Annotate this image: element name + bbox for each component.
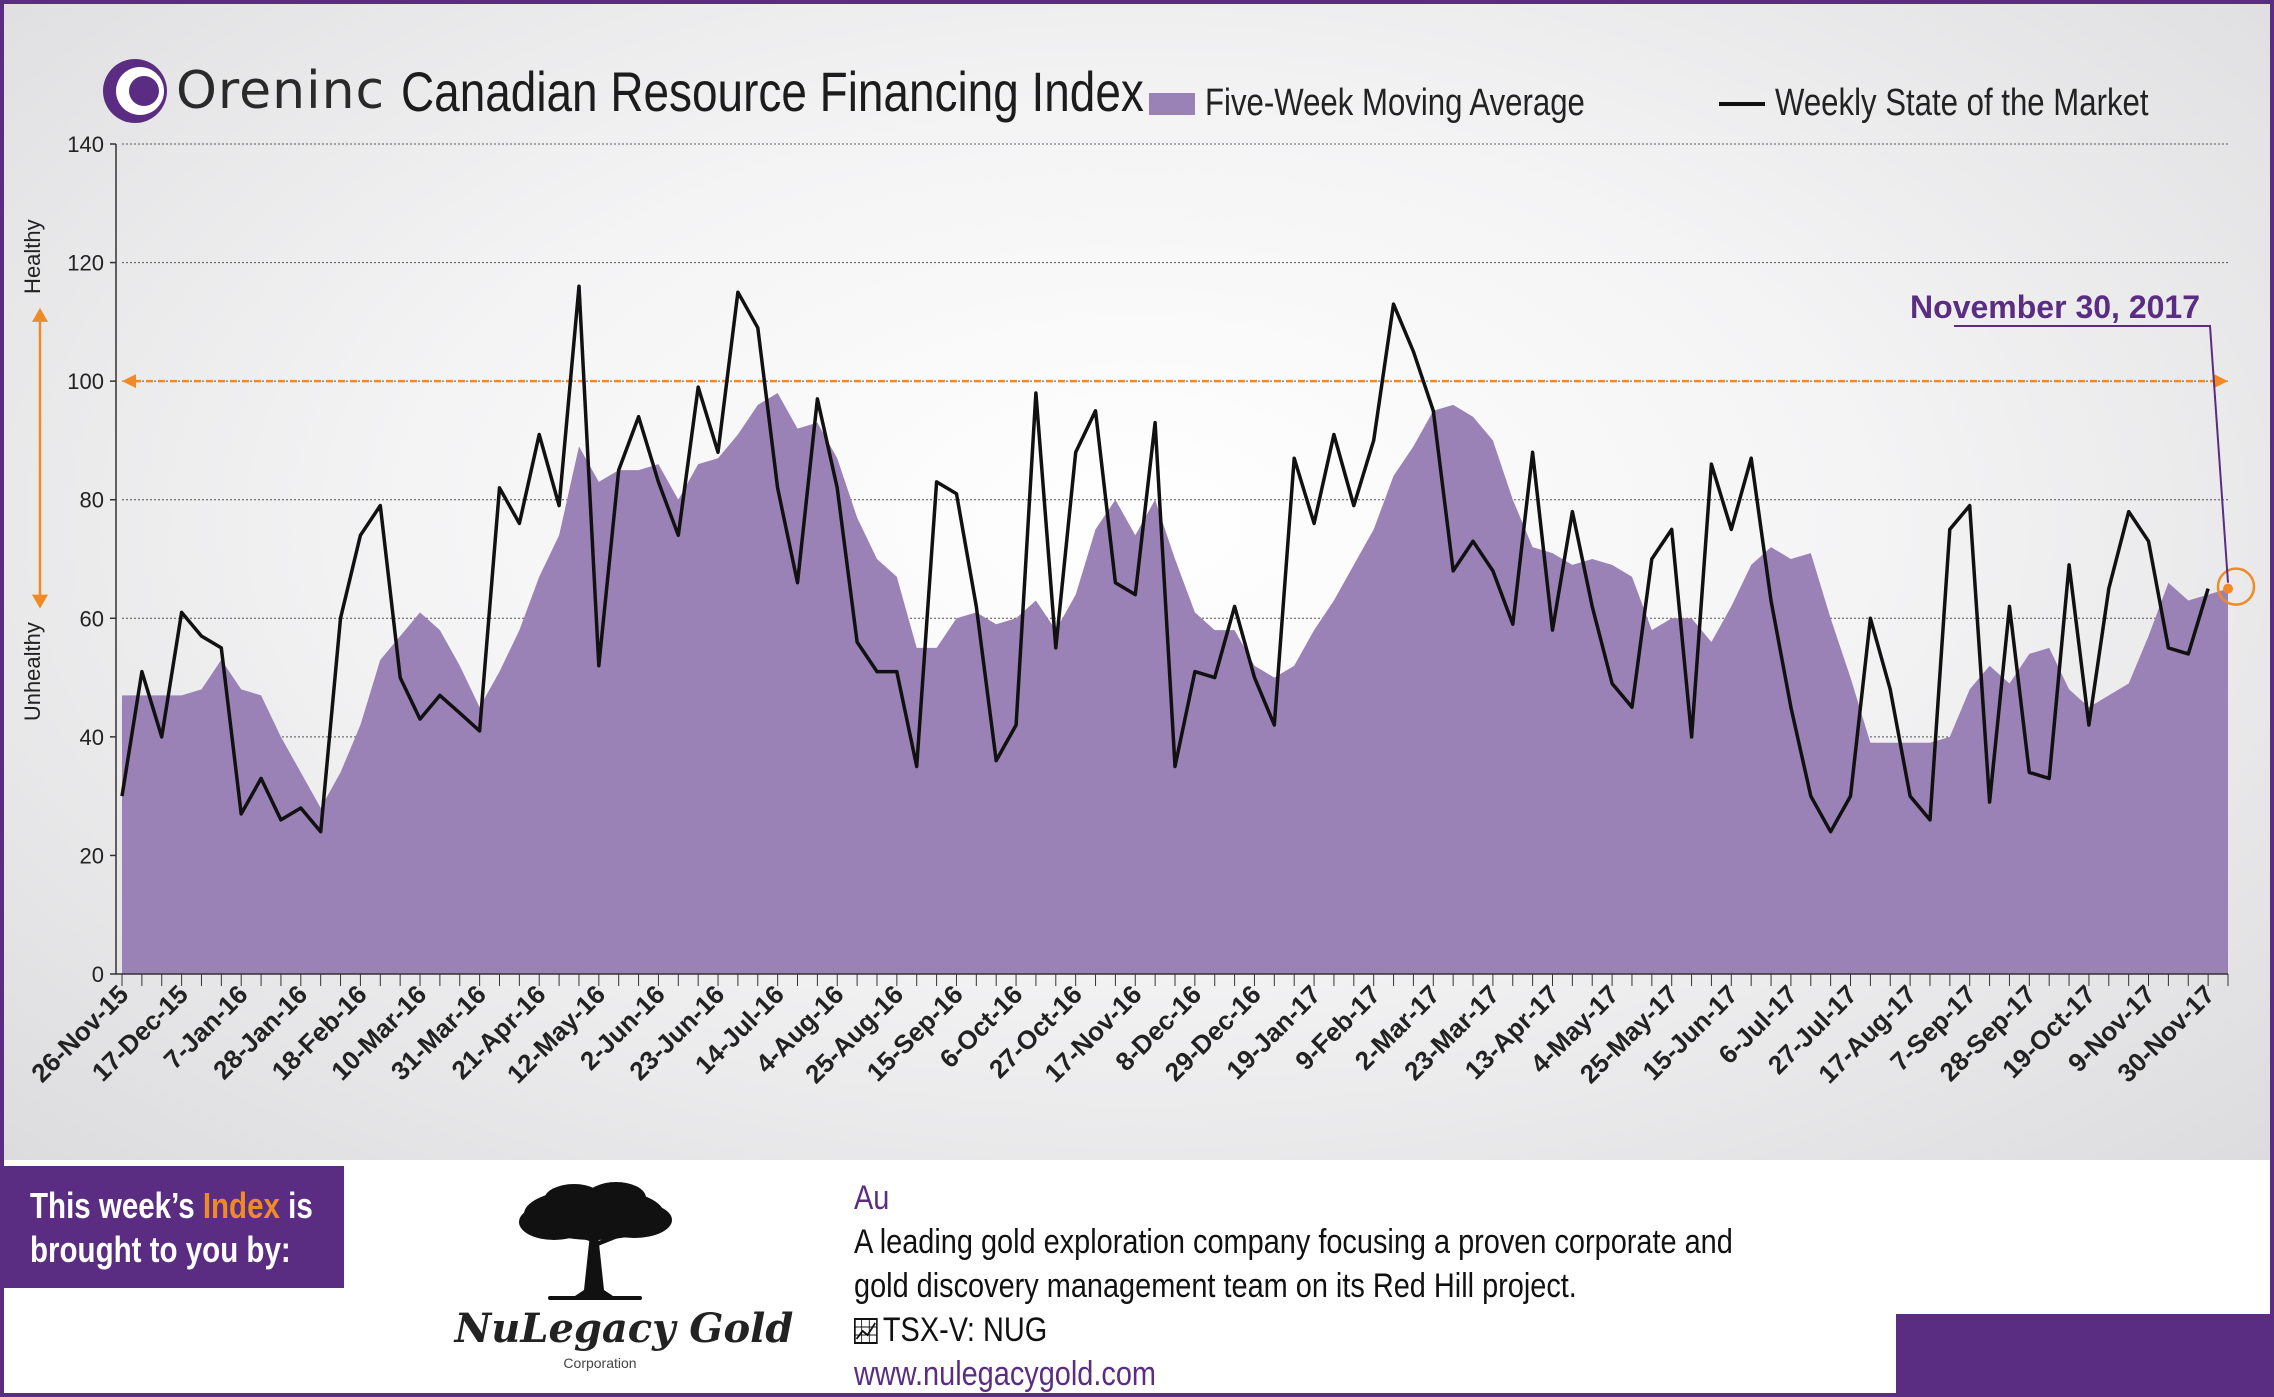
latest-point-circle <box>2216 567 2256 606</box>
legend-swatch-area <box>1149 92 1196 115</box>
y-tick-label-0: 0 <box>92 962 104 987</box>
company-website-link[interactable]: www.nulegacygold.com <box>854 1355 1157 1393</box>
legend-swatch-line <box>1718 101 1765 106</box>
tree-icon <box>519 1182 672 1300</box>
y-tick-label-80: 80 <box>80 488 104 513</box>
corner-accent-bar <box>1896 1314 2270 1393</box>
annotation-leader <box>1954 325 2229 583</box>
annotation-label: November 30, 2017 <box>1910 289 2200 325</box>
infographic-frame: 0 20 40 60 80 100 120 140 26-Nov-15 17-Dec-15 7-Ja… <box>4 4 2270 1393</box>
legend-label-line: Weekly State of the Market <box>1774 82 2149 124</box>
y-tick-label-20: 20 <box>80 843 104 868</box>
sponsor-heading-post: is <box>279 1185 313 1226</box>
sponsor-band <box>4 1166 2270 1393</box>
threshold-arrow-left <box>122 374 136 389</box>
y-tick-label-40: 40 <box>80 725 104 750</box>
sponsor-heading-line2: brought to you by: <box>30 1229 291 1270</box>
latest-point <box>2223 583 2233 594</box>
chart-icon <box>854 1318 878 1344</box>
oreninc-logo-icon <box>103 59 167 123</box>
sponsor-heading-pre: This week’s <box>30 1185 203 1226</box>
sponsor-heading-highlight: Index <box>202 1185 280 1226</box>
legend-item-line: Weekly State of the Market <box>1718 82 2231 125</box>
y-tick-label-60: 60 <box>80 606 104 631</box>
title-block: Oreninc Canadian Resource Financing Inde… <box>100 46 1307 136</box>
nulegacy-logo: NuLegacy Gold Corporation <box>453 1182 794 1371</box>
company-sub: Corporation <box>563 1355 636 1371</box>
sponsor-heading: This week’s Index is brought to you by: <box>30 1184 313 1272</box>
y-tick-label-140: 140 <box>67 132 104 157</box>
sponsor-box: This week’s Index is brought to you by: <box>4 1166 344 1288</box>
company-description-block: Au A leading gold exploration company fo… <box>854 1176 1888 1393</box>
threshold-arrow-right <box>2214 374 2228 389</box>
company-symbol: Au <box>854 1179 890 1217</box>
company-description-line1: A leading gold exploration company focus… <box>854 1223 1733 1261</box>
y-tick-label-100: 100 <box>67 369 104 394</box>
chart: 02040608010012014026-Nov-1517-Dec-157-Ja… <box>20 132 2256 1089</box>
legend-label-area: Five-Week Moving Average <box>1205 82 1586 124</box>
unhealthy-label: Unhealthy <box>20 622 45 721</box>
company-ticker: TSX-V: NUG <box>854 1308 1733 1352</box>
company-description-line2: gold discovery management team on its Re… <box>854 1267 1577 1305</box>
healthy-label: Healthy <box>20 219 45 294</box>
company-name: NuLegacy Gold <box>453 1305 794 1352</box>
y-tick-label-120: 120 <box>67 251 104 276</box>
series-weekly-state <box>120 284 2210 834</box>
health-arrow-down <box>32 594 48 609</box>
index-title: Canadian Resource Financing Index <box>401 59 1144 123</box>
legend: Five-Week Moving Average Weekly State of… <box>1099 82 2230 125</box>
brand-name: Oreninc <box>176 61 386 121</box>
company-ticker-text: TSX-V: NUG <box>882 1311 1048 1349</box>
legend-item-area: Five-Week Moving Average <box>1149 82 1668 125</box>
health-arrow-up <box>32 307 48 322</box>
series-five-week-average <box>122 393 2228 974</box>
